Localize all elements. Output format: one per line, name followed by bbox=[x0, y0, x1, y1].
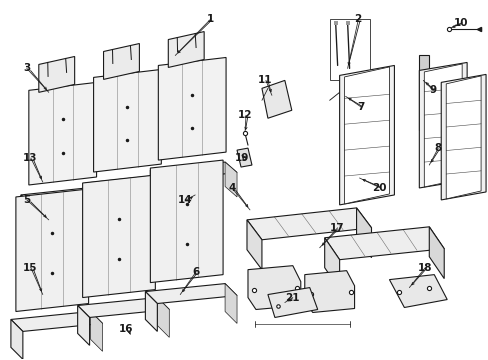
Polygon shape bbox=[324, 227, 443, 260]
Polygon shape bbox=[21, 187, 107, 206]
Text: 18: 18 bbox=[416, 263, 431, 273]
Text: 4: 4 bbox=[227, 183, 235, 193]
Polygon shape bbox=[356, 208, 371, 258]
Polygon shape bbox=[21, 195, 33, 230]
Text: 6: 6 bbox=[192, 267, 199, 276]
Text: 10: 10 bbox=[453, 18, 468, 28]
Text: 1: 1 bbox=[207, 14, 214, 24]
Text: 3: 3 bbox=[23, 63, 30, 73]
Polygon shape bbox=[150, 170, 162, 205]
Polygon shape bbox=[160, 175, 172, 210]
Polygon shape bbox=[339, 66, 394, 205]
Text: 15: 15 bbox=[23, 263, 37, 273]
Polygon shape bbox=[90, 311, 102, 351]
Polygon shape bbox=[304, 271, 354, 312]
Polygon shape bbox=[150, 160, 223, 283]
Polygon shape bbox=[157, 298, 169, 337]
Polygon shape bbox=[168, 32, 203, 67]
Polygon shape bbox=[267, 288, 317, 318]
Polygon shape bbox=[82, 175, 155, 298]
Text: 7: 7 bbox=[357, 102, 364, 112]
Text: 16: 16 bbox=[118, 324, 133, 334]
Polygon shape bbox=[103, 44, 139, 80]
Polygon shape bbox=[93, 69, 161, 172]
Polygon shape bbox=[246, 220, 262, 270]
Polygon shape bbox=[246, 208, 371, 240]
Text: 13: 13 bbox=[23, 153, 37, 163]
Text: 14: 14 bbox=[178, 195, 192, 205]
Polygon shape bbox=[388, 275, 447, 307]
Polygon shape bbox=[29, 82, 96, 185]
Polygon shape bbox=[145, 284, 237, 303]
Text: 2: 2 bbox=[354, 14, 361, 24]
Text: 17: 17 bbox=[329, 223, 344, 233]
Polygon shape bbox=[95, 187, 107, 222]
Text: 19: 19 bbox=[235, 153, 249, 163]
Polygon shape bbox=[344, 88, 388, 108]
Polygon shape bbox=[424, 64, 461, 187]
Polygon shape bbox=[262, 80, 291, 118]
Polygon shape bbox=[428, 227, 443, 279]
Text: 9: 9 bbox=[428, 85, 435, 95]
Polygon shape bbox=[85, 183, 98, 218]
Polygon shape bbox=[78, 306, 89, 345]
Text: 11: 11 bbox=[258, 75, 272, 85]
Polygon shape bbox=[78, 298, 169, 318]
Polygon shape bbox=[158, 58, 225, 160]
Polygon shape bbox=[419, 55, 428, 130]
Polygon shape bbox=[11, 311, 102, 332]
Text: 21: 21 bbox=[285, 293, 299, 302]
Polygon shape bbox=[39, 57, 75, 92]
Polygon shape bbox=[324, 238, 339, 289]
Polygon shape bbox=[11, 319, 23, 359]
Polygon shape bbox=[145, 292, 157, 332]
Polygon shape bbox=[85, 175, 172, 193]
Text: 5: 5 bbox=[23, 195, 30, 205]
Text: 8: 8 bbox=[433, 143, 441, 153]
Polygon shape bbox=[150, 162, 237, 180]
Polygon shape bbox=[419, 62, 466, 188]
Polygon shape bbox=[247, 266, 300, 310]
Polygon shape bbox=[224, 284, 237, 323]
Polygon shape bbox=[446, 76, 480, 199]
Text: 12: 12 bbox=[238, 110, 252, 120]
Polygon shape bbox=[16, 189, 88, 311]
Polygon shape bbox=[224, 162, 237, 197]
Polygon shape bbox=[440, 75, 485, 200]
Polygon shape bbox=[237, 148, 251, 167]
Polygon shape bbox=[344, 67, 388, 204]
Text: 20: 20 bbox=[372, 183, 386, 193]
